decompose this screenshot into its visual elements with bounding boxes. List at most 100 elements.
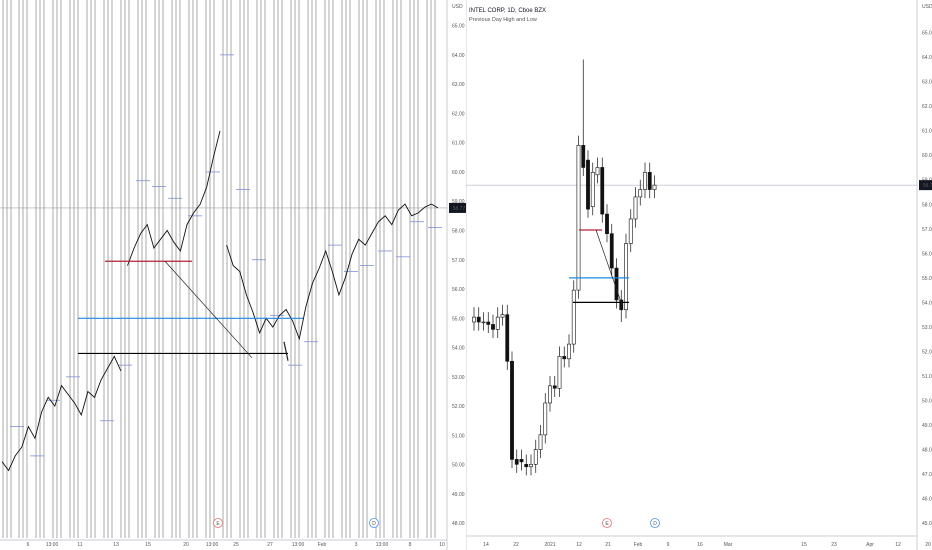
x-tick-label: 13:00 [206, 542, 219, 548]
session-shade [205, 0, 207, 538]
y-tick-label: 57.00 [922, 227, 932, 233]
session-shade [222, 0, 224, 538]
x-tick-label: Mar [724, 542, 733, 548]
price-label: 58.78 [923, 183, 932, 189]
candle-up [548, 385, 552, 404]
y-tick-label: 60.00 [922, 153, 932, 159]
currency-label: USD [922, 4, 932, 10]
session-shade [52, 0, 54, 538]
session-shade [345, 0, 347, 538]
x-tick-label: 21 [605, 542, 611, 548]
dividend-icon-label: D [653, 521, 657, 527]
y-tick-label: 49.00 [452, 492, 465, 498]
session-shade [162, 0, 164, 538]
session-shade [226, 0, 228, 538]
indicator-name: Previous Day High and Low [469, 17, 537, 23]
y-tick-label: 57.00 [452, 258, 465, 264]
candle-up [590, 172, 595, 208]
session-shade [18, 0, 20, 538]
session-shade [375, 0, 377, 538]
candle-up [495, 316, 500, 330]
y-tick-label: 60.00 [452, 170, 465, 176]
x-tick-label: 14 [483, 542, 489, 548]
x-tick-label: 16 [697, 542, 703, 548]
y-tick-label: 58.00 [452, 228, 465, 234]
session-shade [103, 0, 105, 538]
y-tick-label: 49.00 [922, 423, 932, 429]
y-tick-label: 55.00 [452, 316, 465, 322]
candle-up [652, 184, 657, 190]
session-shade [145, 0, 147, 538]
candle-down [600, 167, 605, 215]
x-tick-label: 20 [925, 542, 931, 548]
session-shade [179, 0, 181, 538]
session-shade [396, 0, 398, 538]
session-shade [307, 0, 309, 538]
candle-down [619, 299, 624, 311]
session-shade [35, 0, 37, 538]
candle-down [524, 464, 529, 468]
candle-down [581, 145, 586, 168]
session-shade [434, 0, 436, 538]
session-shade [90, 0, 92, 538]
x-tick-label: 15 [801, 542, 807, 548]
candle-down [586, 159, 590, 210]
x-tick-label: 23 [831, 542, 837, 548]
session-shade [290, 0, 292, 538]
candle-down [614, 267, 619, 301]
candle-up [595, 167, 600, 176]
y-tick-label: 48.00 [452, 521, 465, 527]
earnings-icon-label: E [605, 521, 609, 527]
candle-down [562, 356, 567, 360]
session-shade [264, 0, 266, 538]
y-tick-label: 63.00 [922, 80, 932, 86]
y-tick-label: 56.00 [452, 287, 465, 293]
session-shade [230, 0, 232, 538]
session-shade [137, 0, 139, 538]
session-shade [209, 0, 211, 538]
x-tick-label: 15 [145, 542, 151, 548]
session-shade [417, 0, 419, 538]
session-shade [192, 0, 194, 538]
x-tick-label: Feb [318, 542, 327, 548]
y-tick-label: 65.00 [922, 31, 932, 37]
y-tick-label: 64.00 [922, 55, 932, 61]
session-shade [379, 0, 381, 538]
candle-down [647, 172, 652, 190]
session-shade [273, 0, 275, 538]
x-tick-label: Apr [866, 542, 874, 548]
left-intraday-chart[interactable]: USD 65.00 64.00 63.00 62.00 61.00 60.00 59.00 58… [0, 0, 466, 550]
session-shade [324, 0, 326, 538]
session-shade [341, 0, 343, 538]
y-tick-label: 54.00 [922, 300, 932, 306]
x-tick-label: 11 [77, 542, 82, 548]
candle-down [476, 316, 481, 323]
y-tick-label: 50.00 [452, 463, 465, 469]
session-shade [362, 0, 364, 538]
right-chart-svg[interactable]: INTEL CORP, 1D, Cboe BZX Previous Day Hi… [466, 0, 932, 550]
session-shade [247, 0, 249, 538]
session-shade [60, 0, 62, 538]
x-tick-label: 13:00 [292, 542, 305, 548]
y-tick-label: 50.00 [922, 399, 932, 405]
y-tick-label: 47.00 [922, 472, 932, 478]
right-daily-chart[interactable]: INTEL CORP, 1D, Cboe BZX Previous Day Hi… [466, 0, 932, 550]
candle-down [519, 459, 524, 463]
session-shade [392, 0, 394, 538]
session-shade [124, 0, 126, 538]
session-shade [6, 0, 8, 538]
dividend-icon-label: D [372, 521, 376, 527]
session-shade [243, 0, 245, 538]
price-series-line [127, 130, 221, 266]
candle-up [628, 218, 633, 244]
session-shade [409, 0, 411, 538]
dividend-icon [650, 518, 660, 528]
session-shade [426, 0, 428, 538]
candle-up [557, 356, 562, 389]
session-shade [413, 0, 415, 538]
session-shade [77, 0, 79, 538]
session-shade [120, 0, 122, 538]
left-chart-svg[interactable]: USD65.0064.0063.0062.0061.0060.0059.0058… [0, 0, 466, 550]
price-label: 58.77 [453, 206, 466, 212]
x-tick-label: 12 [895, 542, 901, 548]
